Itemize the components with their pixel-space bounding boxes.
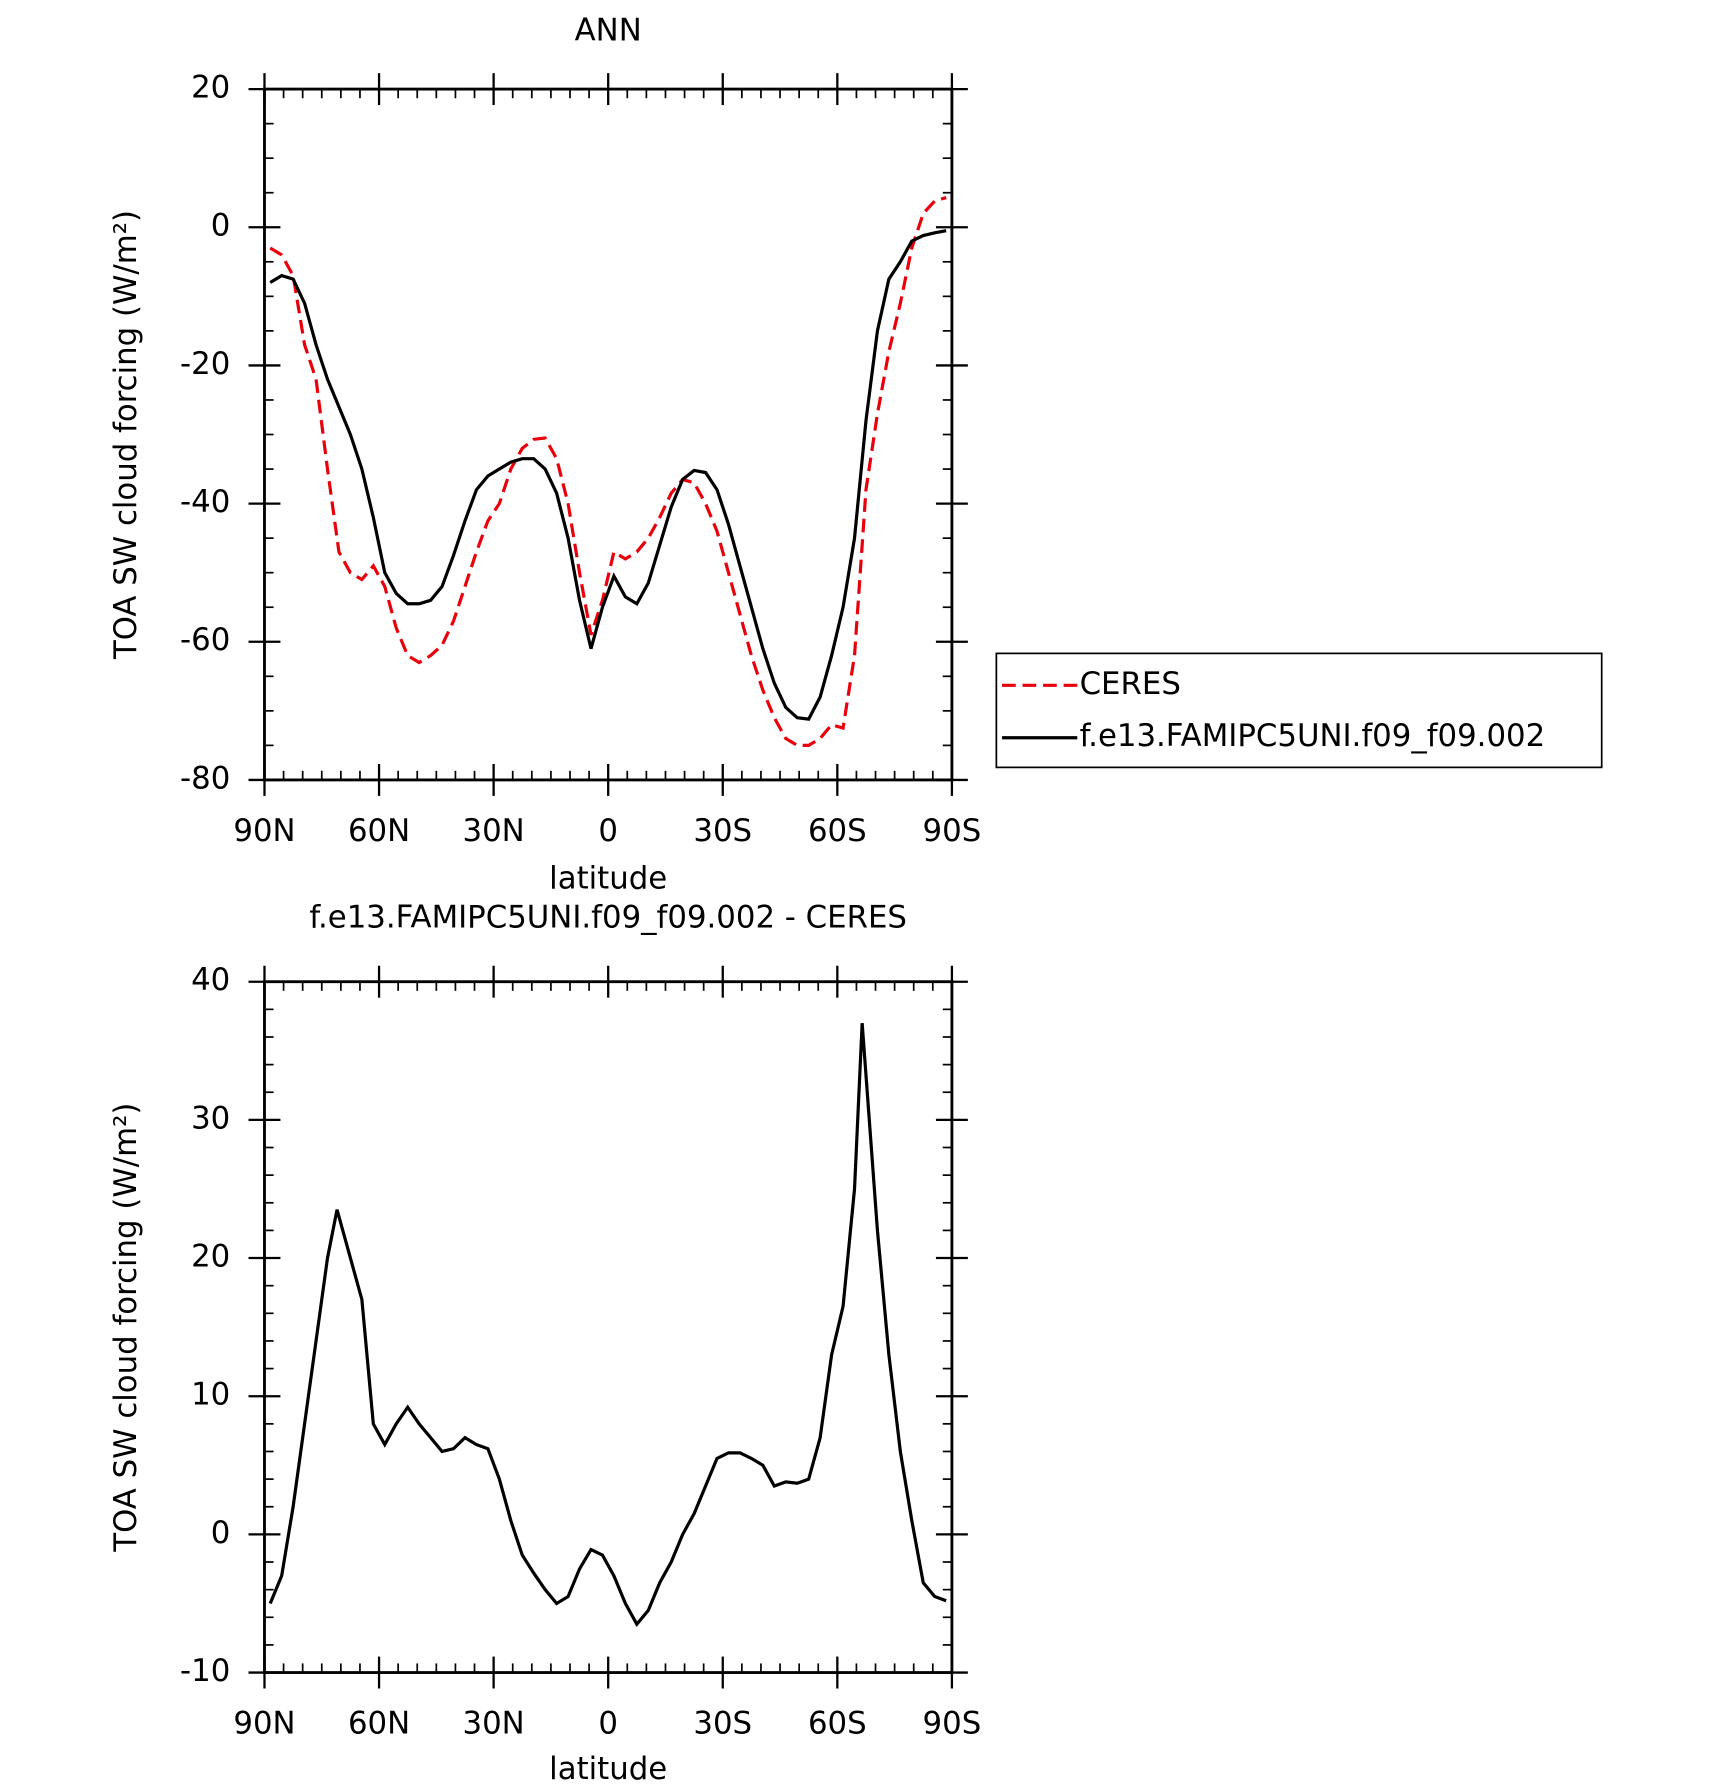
x-tick-label: 30S	[693, 813, 752, 849]
x-axis-label: latitude	[549, 1751, 667, 1787]
x-tick-label: 0	[598, 1705, 618, 1741]
y-tick-label: -80	[180, 760, 230, 796]
chart-title: f.e13.FAMIPC5UNI.f09_f09.002 - CERES	[309, 900, 907, 936]
x-tick-label: 60S	[808, 813, 867, 849]
y-tick-label: 20	[191, 70, 230, 106]
x-tick-label: 30S	[693, 1705, 752, 1741]
y-tick-label: 10	[191, 1377, 230, 1413]
chart-title: ANN	[575, 13, 642, 49]
x-tick-label: 60S	[808, 1705, 867, 1741]
y-axis-label: TOA SW cloud forcing (W/m²)	[108, 1103, 144, 1553]
y-tick-label: -10	[180, 1653, 230, 1689]
x-tick-label: 30N	[463, 1705, 525, 1741]
y-tick-label: -60	[180, 622, 230, 658]
legend: CERES f.e13.FAMIPC5UNI.f09_f09.002	[995, 652, 1603, 769]
x-tick-label: 90S	[923, 1705, 982, 1741]
legend-label: f.e13.FAMIPC5UNI.f09_f09.002	[1080, 718, 1546, 754]
y-axis-label: TOA SW cloud forcing (W/m²)	[108, 210, 144, 660]
y-tick-label: 40	[191, 962, 230, 998]
x-tick-label: 90S	[923, 813, 982, 849]
data-line	[268, 1023, 947, 1628]
y-tick-label: -40	[180, 484, 230, 520]
y-tick-label: 30	[191, 1100, 230, 1136]
x-tick-label: 30N	[463, 813, 525, 849]
y-tick-label: 0	[211, 208, 231, 244]
x-axis-label: latitude	[549, 861, 667, 897]
x-tick-label: 90N	[233, 813, 295, 849]
data-line	[269, 229, 947, 721]
legend-box	[995, 652, 1603, 769]
y-tick-label: 0	[211, 1515, 231, 1551]
y-tick-label: 20	[191, 1239, 230, 1275]
x-tick-label: 60N	[348, 813, 410, 849]
y-tick-label: -20	[180, 346, 230, 382]
x-tick-label: 0	[598, 813, 618, 849]
x-tick-label: 90N	[233, 1705, 295, 1741]
x-tick-label: 60N	[348, 1705, 410, 1741]
legend-label: CERES	[1080, 666, 1181, 702]
plot-frame	[263, 980, 954, 1674]
plot-frame	[263, 87, 954, 782]
data-line	[269, 196, 947, 747]
